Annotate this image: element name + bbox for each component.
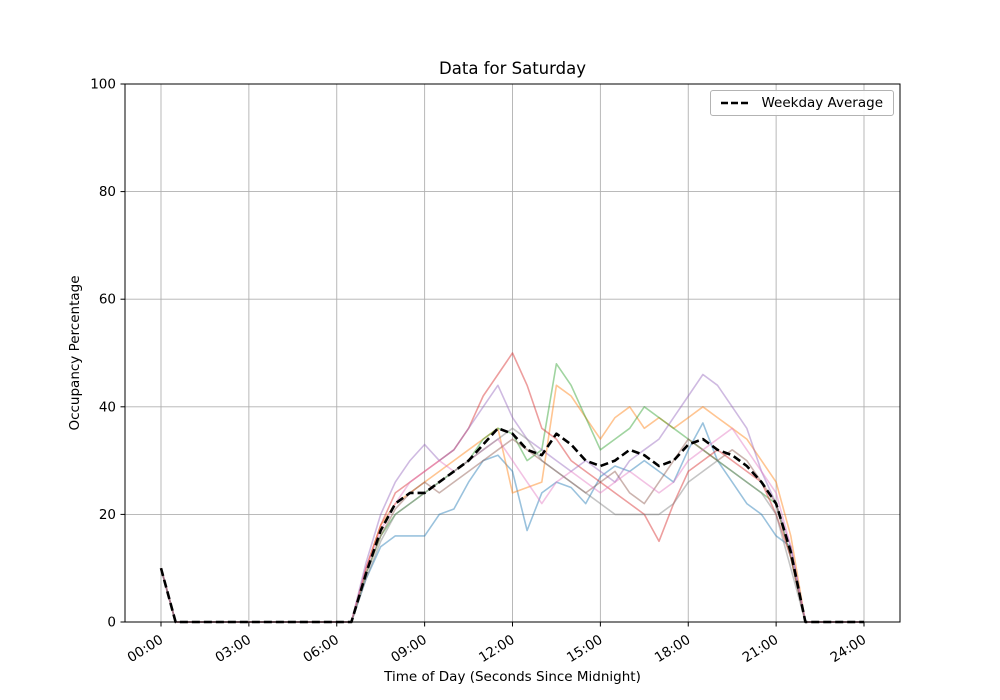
x-tick-label: 06:00	[300, 632, 341, 666]
x-tick-label: 15:00	[564, 632, 605, 666]
x-tick-label: 24:00	[828, 632, 869, 666]
y-tick-label: 80	[99, 184, 116, 200]
x-tick-label: 21:00	[740, 632, 781, 666]
y-tick-label: 20	[99, 507, 116, 523]
y-tick-label: 60	[99, 292, 116, 308]
x-axis-label: Time of Day (Seconds Since Midnight)	[384, 669, 641, 685]
legend-label: Weekday Average	[761, 95, 883, 111]
x-tick-label: 18:00	[652, 632, 693, 666]
dashed-line-icon	[721, 101, 752, 105]
chart-title: Data for Saturday	[439, 59, 586, 78]
x-tick-label: 00:00	[125, 632, 166, 666]
x-tick-label: 03:00	[213, 632, 254, 666]
y-tick-label: 100	[90, 77, 116, 93]
y-tick-label: 0	[107, 615, 116, 631]
y-tick-label: 40	[99, 399, 116, 415]
legend: Weekday Average	[710, 90, 894, 116]
y-axis-label: Occupancy Percentage	[67, 275, 83, 431]
x-tick-label: 09:00	[388, 632, 429, 666]
x-tick-label: 12:00	[476, 632, 517, 666]
